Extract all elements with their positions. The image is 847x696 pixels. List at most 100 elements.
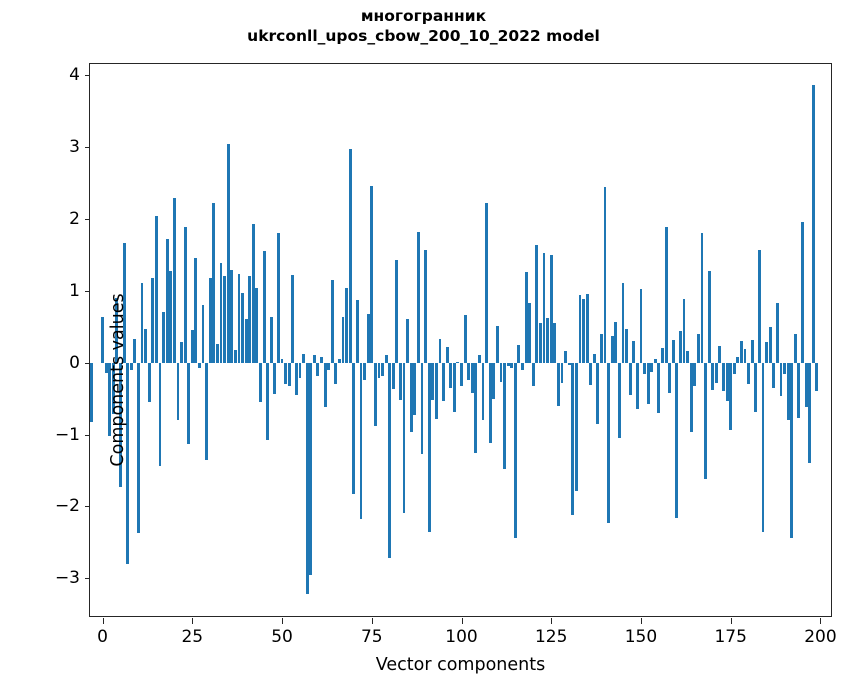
- bar: [696, 333, 700, 363]
- bar: [431, 362, 435, 400]
- bar: [718, 346, 722, 363]
- bar: [783, 362, 786, 375]
- bar: [632, 341, 636, 363]
- bar: [621, 282, 625, 363]
- bar: [808, 362, 812, 464]
- bar: [101, 316, 104, 363]
- bar: [305, 362, 309, 595]
- bar: [513, 362, 517, 539]
- y-tick-mark: [84, 578, 90, 580]
- bar: [334, 362, 338, 385]
- bar: [442, 362, 445, 401]
- bar: [653, 358, 657, 363]
- y-tick-label: 2: [69, 208, 80, 229]
- bar: [661, 348, 664, 363]
- bar: [345, 288, 349, 363]
- bar: [592, 353, 596, 363]
- bar: [704, 362, 707, 480]
- bar: [409, 362, 413, 432]
- bar: [689, 362, 693, 433]
- y-tick-mark: [84, 506, 90, 508]
- bar: [790, 362, 794, 539]
- bar: [801, 221, 804, 363]
- bar: [585, 293, 589, 363]
- bar: [388, 362, 392, 559]
- bar: [416, 232, 420, 363]
- y-tick-mark: [84, 146, 90, 148]
- bar: [797, 362, 801, 418]
- bar: [187, 362, 191, 444]
- bar: [650, 362, 654, 372]
- x-tick-mark: [102, 618, 104, 624]
- bar: [521, 362, 524, 370]
- bar: [147, 362, 151, 403]
- bar: [201, 305, 205, 363]
- bar: [449, 362, 453, 389]
- bar: [542, 253, 546, 363]
- bar: [140, 283, 144, 363]
- bar: [312, 355, 316, 363]
- bar: [628, 362, 632, 395]
- bar: [194, 257, 198, 363]
- bar: [162, 311, 165, 363]
- x-tick-label: 50: [271, 627, 293, 647]
- bar: [248, 275, 252, 363]
- bar: [546, 317, 550, 363]
- bar: [302, 353, 305, 363]
- plot-axes: −3 −2 −1 0 1 2 3 4 0 25 50 75 100 125 150 175 200 Compo…: [55, 63, 837, 647]
- x-tick-label: 0: [97, 627, 108, 647]
- bar: [420, 362, 424, 454]
- bar: [560, 362, 564, 383]
- bar: [190, 330, 194, 363]
- bar: [169, 271, 173, 363]
- bar: [671, 339, 675, 363]
- bar: [395, 260, 399, 363]
- bar: [241, 292, 244, 363]
- bar: [144, 329, 148, 363]
- y-tick-label: −2: [54, 496, 80, 517]
- bar: [355, 299, 359, 363]
- bar: [438, 338, 442, 363]
- bar: [198, 362, 201, 369]
- x-tick-mark: [640, 618, 642, 624]
- bar: [470, 362, 474, 393]
- bar: [617, 362, 621, 439]
- bar: [567, 362, 571, 366]
- bar: [775, 302, 779, 363]
- y-tick-label: −3: [54, 568, 80, 589]
- bar: [786, 362, 790, 421]
- bar: [686, 351, 690, 363]
- bar: [352, 362, 356, 494]
- bar: [316, 362, 320, 377]
- bar: [280, 358, 284, 363]
- chart-title-line2: ukrconll_upos_cbow_200_10_2022 model: [247, 27, 600, 46]
- x-tick-mark: [192, 618, 194, 624]
- bar: [578, 294, 582, 363]
- y-tick-mark: [84, 362, 90, 364]
- x-tick-label: 100: [445, 627, 478, 647]
- bar: [259, 362, 262, 403]
- bar: [682, 298, 686, 363]
- bar: [495, 325, 499, 363]
- bar: [327, 362, 331, 370]
- bar: [294, 362, 298, 395]
- bar: [151, 277, 155, 363]
- y-tick-label: 4: [69, 64, 80, 85]
- y-tick-label: 3: [69, 136, 80, 157]
- bar: [722, 362, 725, 392]
- x-tick-label: 150: [624, 627, 658, 647]
- bar: [108, 362, 112, 436]
- bar: [284, 362, 288, 385]
- bar: [467, 362, 471, 380]
- bar: [693, 362, 697, 386]
- bar: [115, 297, 119, 363]
- bar: [488, 362, 492, 444]
- bar: [212, 202, 216, 363]
- bar-series: [90, 64, 831, 616]
- bar: [233, 350, 237, 363]
- chart-title: многогранник ukrconll_upos_cbow_200_10_2…: [0, 6, 847, 46]
- x-tick-label: 75: [360, 627, 383, 647]
- bar: [384, 355, 388, 363]
- bar: [154, 215, 158, 363]
